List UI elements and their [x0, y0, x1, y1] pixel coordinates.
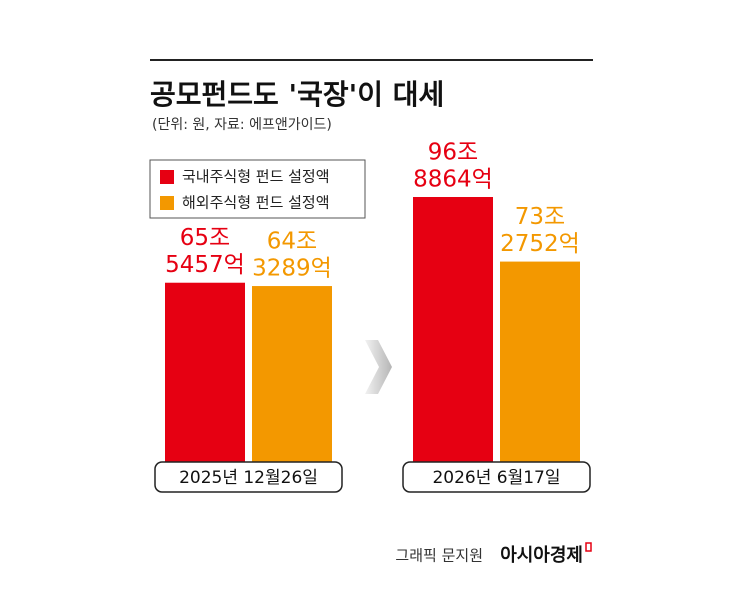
legend-box: [149, 159, 366, 219]
brand-mark: [585, 542, 592, 552]
value-label: 64조: [267, 229, 317, 255]
value-label: 5457억: [165, 252, 245, 278]
category-box: [402, 461, 591, 493]
legend-swatch: [160, 170, 174, 184]
bar: [500, 261, 580, 462]
value-label: 3289억: [252, 256, 332, 282]
subtitle: (단위: 원, 자료: 에프앤가이드): [152, 117, 332, 133]
arrow: [365, 340, 392, 394]
x-tick-label: 2025년 12월26일: [179, 468, 318, 488]
chart-title: 공모펀드도 '국장'이 대세: [150, 78, 444, 111]
x-tick-label: 2026년 6월17일: [432, 468, 560, 488]
value-label: 8864억: [413, 167, 493, 193]
value-label: 96조: [428, 140, 478, 166]
brand: 아시아경제: [500, 545, 583, 566]
bar: [252, 286, 332, 462]
value-label: 73조: [515, 204, 565, 230]
legend-swatch: [160, 196, 174, 210]
category-box: [154, 461, 343, 493]
legend-label: 국내주식형 펀드 설정액: [182, 168, 330, 186]
value-label: 65조: [180, 225, 230, 251]
bar: [413, 197, 493, 462]
legend-label: 해외주식형 펀드 설정액: [182, 194, 330, 212]
bar: [165, 282, 245, 462]
credit: 그래픽 문지원: [395, 547, 483, 565]
value-label: 2752억: [500, 231, 580, 257]
